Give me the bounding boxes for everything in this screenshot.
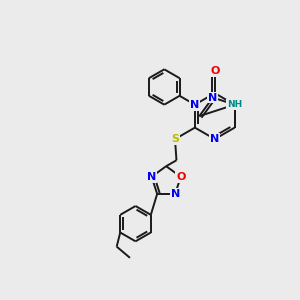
Text: O: O bbox=[210, 66, 220, 76]
Text: O: O bbox=[176, 172, 185, 182]
Text: NH: NH bbox=[227, 100, 242, 109]
Text: N: N bbox=[170, 189, 180, 199]
Text: S: S bbox=[171, 134, 179, 144]
Text: N: N bbox=[147, 172, 156, 182]
Text: N: N bbox=[210, 134, 219, 144]
Text: N: N bbox=[208, 93, 218, 103]
Text: N: N bbox=[190, 100, 200, 110]
